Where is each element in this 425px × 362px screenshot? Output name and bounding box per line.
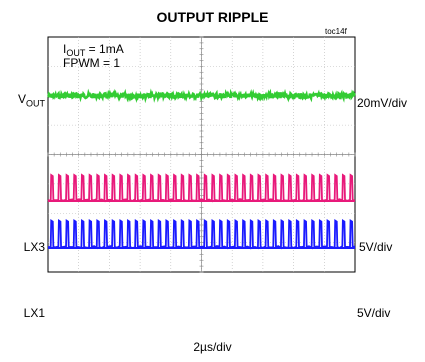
- lx1-label: LX1: [23, 306, 45, 320]
- trace-lx3: [47, 173, 356, 203]
- x-axis-label: 2µs/div: [193, 340, 232, 354]
- lx3-label: LX3: [23, 240, 45, 254]
- grid: [47, 36, 356, 273]
- trace-v: [47, 88, 356, 104]
- lx1-scale: 5V/div: [357, 306, 391, 320]
- iout-annotation: IOUT = 1mA: [63, 42, 124, 59]
- fpwm-annotation: FPWM = 1: [63, 56, 121, 70]
- trace-lx1: [47, 218, 356, 250]
- vout-label: VOUT: [17, 92, 45, 109]
- chart-title: OUTPUT RIPPLE: [156, 9, 269, 25]
- vout-scale: 20mV/div: [357, 96, 408, 110]
- figure-tag: toc14f: [325, 27, 347, 36]
- traces: [47, 88, 356, 250]
- lx3-scale: 5V/div: [359, 240, 393, 254]
